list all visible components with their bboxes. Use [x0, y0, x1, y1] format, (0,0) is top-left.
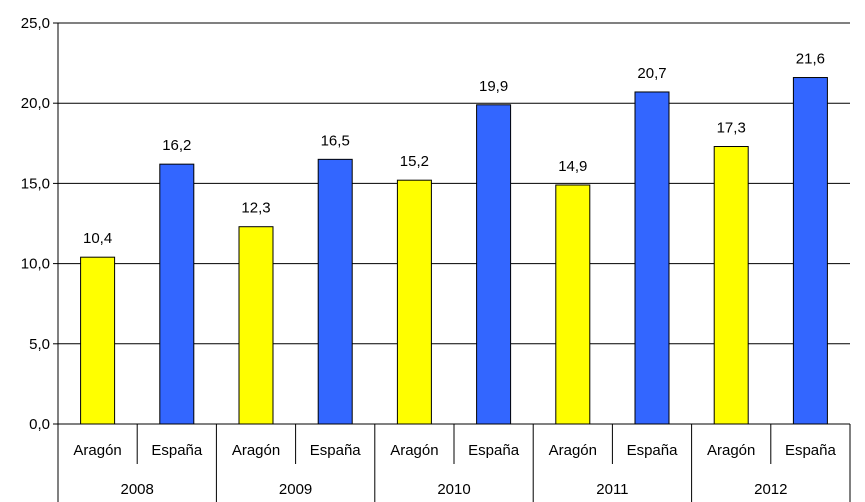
- data-label: 10,4: [83, 230, 112, 247]
- bar-aragon-2011[interactable]: [555, 184, 591, 425]
- data-label: 20,7: [637, 65, 666, 82]
- bar-aragon-2008[interactable]: [80, 256, 116, 425]
- y-tick-label: 10,0: [21, 256, 50, 273]
- data-label: 16,5: [321, 132, 350, 149]
- x-group-label: 2009: [279, 481, 312, 498]
- x-group-label: 2011: [596, 481, 628, 498]
- x-group-label: 2012: [754, 481, 787, 498]
- x-category-label: España: [151, 442, 203, 459]
- bar-espana-2009[interactable]: [317, 158, 353, 425]
- y-tick-label: 15,0: [21, 175, 50, 192]
- bar-espana-2010[interactable]: [476, 104, 512, 425]
- x-category-label: Aragón: [73, 442, 121, 459]
- y-tick-label: 5,0: [29, 336, 50, 353]
- bar-aragon-2012[interactable]: [713, 146, 749, 425]
- x-category-label: España: [468, 442, 520, 459]
- y-tick-label: 20,0: [21, 95, 50, 112]
- data-label: 12,3: [241, 200, 270, 217]
- bar-espana-2012[interactable]: [792, 77, 828, 425]
- x-category-label: España: [785, 442, 837, 459]
- x-category-label: Aragón: [390, 442, 438, 459]
- data-label: 14,9: [558, 158, 587, 175]
- data-label: 16,2: [162, 137, 191, 154]
- bar-espana-2008[interactable]: [159, 163, 195, 425]
- y-tick-label: 25,0: [21, 15, 50, 32]
- x-category-label: España: [627, 442, 679, 459]
- data-label: 21,6: [796, 51, 825, 68]
- data-label: 15,2: [400, 153, 429, 170]
- bar-aragon-2010[interactable]: [396, 179, 432, 425]
- x-category-label: Aragón: [232, 442, 280, 459]
- x-category-label: Aragón: [549, 442, 597, 459]
- data-label: 19,9: [479, 78, 508, 95]
- x-group-label: 2008: [121, 481, 154, 498]
- bar-espana-2011[interactable]: [634, 91, 670, 425]
- bar-aragon-2009[interactable]: [238, 226, 274, 425]
- data-label: 17,3: [717, 120, 746, 137]
- y-tick-label: 0,0: [29, 416, 50, 433]
- x-category-label: España: [310, 442, 362, 459]
- x-category-label: Aragón: [707, 442, 755, 459]
- x-group-label: 2010: [437, 481, 470, 498]
